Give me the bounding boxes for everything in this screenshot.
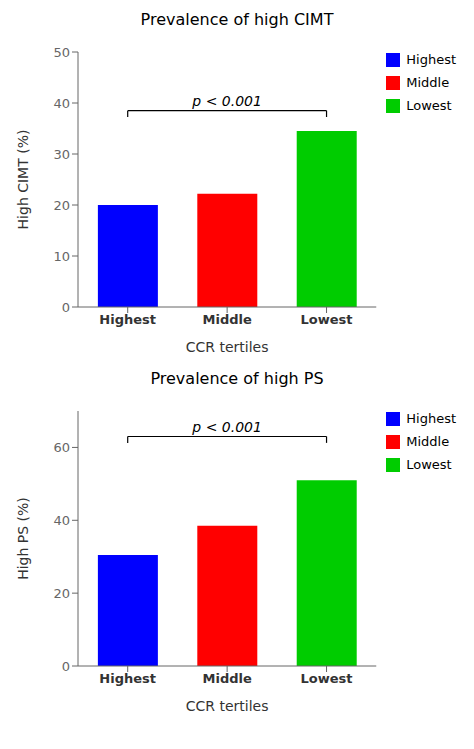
- html-text:Highest: Highest: [406, 52, 456, 67]
- svg-text:10: 10: [53, 249, 70, 264]
- svg-text:Lowest: Lowest: [301, 312, 353, 327]
- svg-text:Highest: Highest: [99, 312, 156, 327]
- svg-text:40: 40: [53, 96, 70, 111]
- svg-text:High PS (%): High PS (%): [15, 497, 31, 580]
- svg-text:40: 40: [53, 513, 70, 528]
- svg-text:CCR tertiles: CCR tertiles: [186, 339, 269, 355]
- svg-text:Lowest: Lowest: [301, 671, 353, 686]
- svg-text:20: 20: [53, 198, 70, 213]
- html-text:Lowest: Lowest: [406, 98, 452, 113]
- svg-text:Middle: Middle: [202, 312, 251, 327]
- svg-text:50: 50: [53, 45, 70, 60]
- html-text:Middle: Middle: [406, 75, 450, 90]
- svg-text:Middle: Middle: [202, 671, 251, 686]
- svg-text:0: 0: [62, 659, 70, 674]
- svg-text:Highest: Highest: [99, 671, 156, 686]
- svg-text:CCR tertiles: CCR tertiles: [186, 698, 269, 714]
- html-text:Highest: Highest: [406, 411, 456, 426]
- svg-text:60: 60: [53, 440, 70, 455]
- svg-text:0: 0: [62, 300, 70, 315]
- svg-text:High CIMT (%): High CIMT (%): [15, 130, 31, 230]
- html-text:Prevalence of high CIMT: Prevalence of high CIMT: [140, 10, 334, 29]
- svg-text:p < 0.001: p < 0.001: [191, 419, 262, 435]
- svg-text:20: 20: [53, 586, 70, 601]
- svg-text:30: 30: [53, 147, 70, 162]
- html-text:Lowest: Lowest: [406, 457, 452, 472]
- svg-text:p < 0.001: p < 0.001: [191, 93, 262, 109]
- html-text:Prevalence of high PS: Prevalence of high PS: [150, 369, 324, 388]
- html-text:Middle: Middle: [406, 434, 450, 449]
